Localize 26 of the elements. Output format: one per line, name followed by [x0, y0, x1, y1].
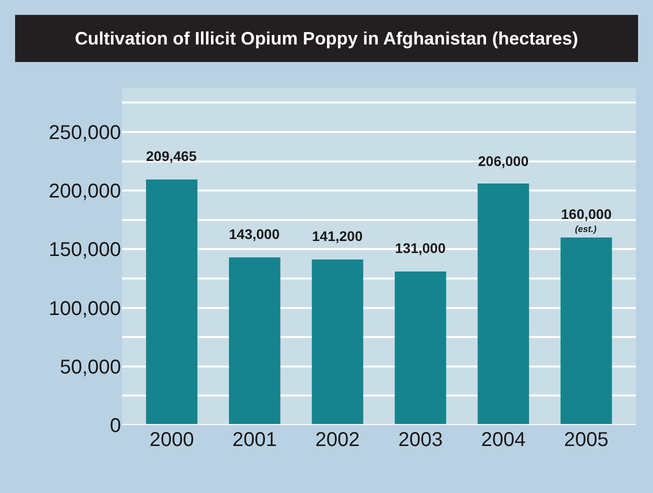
annotation: (est.) [575, 224, 597, 234]
x-tick-label: 2004 [481, 429, 526, 451]
y-tick-label: 200,000 [48, 180, 121, 203]
bar [228, 257, 280, 425]
y-tick-label: 150,000 [48, 239, 121, 262]
data-label: 206,000 [478, 153, 529, 169]
y-tick-label: 100,000 [48, 298, 121, 320]
y-tick-label: 0 [110, 415, 121, 437]
data-label: 141,200 [312, 228, 363, 244]
bar [146, 179, 198, 425]
x-tick-label: 2001 [232, 429, 277, 451]
x-tick-label: 2002 [315, 429, 360, 451]
bar [560, 237, 612, 425]
x-tick-label: 2003 [398, 429, 443, 451]
x-tick-label: 2000 [149, 429, 194, 451]
data-label: 143,000 [229, 226, 280, 242]
bar [394, 271, 446, 425]
data-label: 209,465 [146, 148, 197, 164]
chart-title: Cultivation of Illicit Opium Poppy in Afghanistan (hectares) [74, 28, 578, 48]
data-label: 160,000 [561, 206, 612, 222]
y-tick-label: 250,000 [48, 122, 121, 144]
y-tick-label: 50,000 [60, 356, 121, 378]
data-label: 131,000 [395, 240, 446, 256]
bar [312, 259, 364, 425]
x-tick-label: 2005 [564, 429, 609, 451]
bar [478, 184, 530, 425]
